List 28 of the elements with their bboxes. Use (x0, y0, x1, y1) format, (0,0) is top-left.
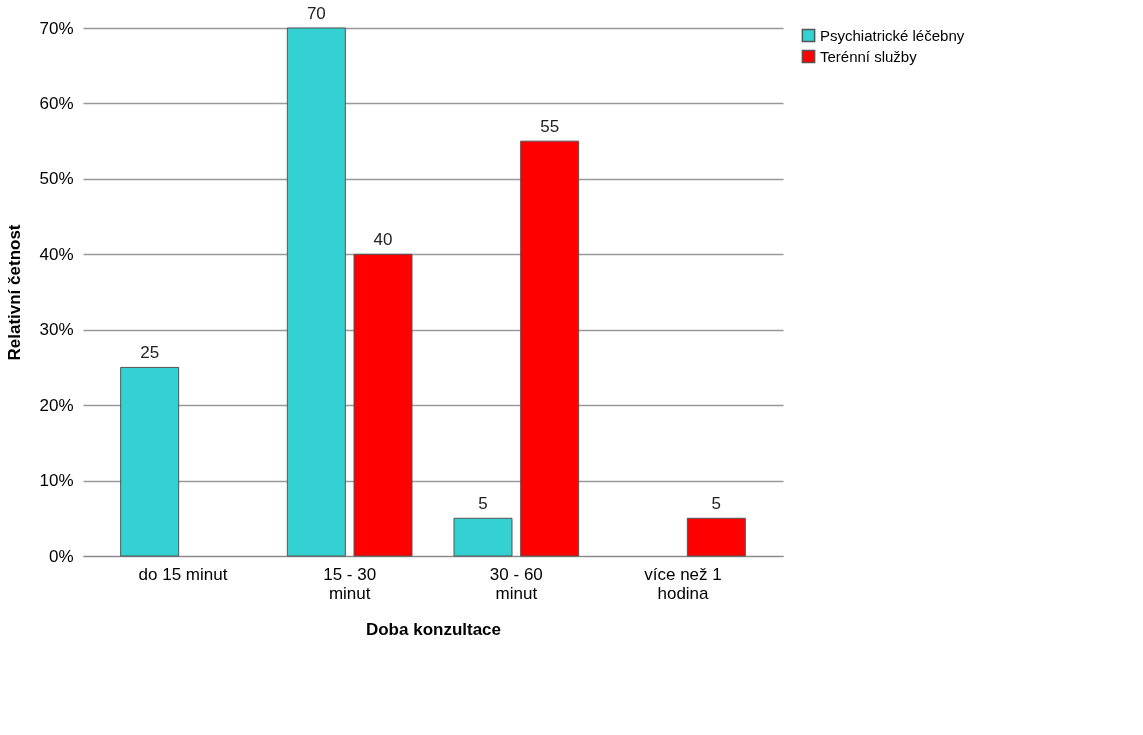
data-label: 70 (306, 4, 326, 23)
y-tick-label: 30% (39, 320, 74, 340)
data-label: 25 (140, 343, 160, 363)
y-tick-label: 40% (39, 244, 74, 264)
data-label: 5 (711, 494, 722, 514)
data-label: 55 (540, 117, 560, 137)
y-tick-label: 10% (39, 471, 74, 491)
legend-label: Terénní služby (820, 47, 918, 65)
bar (353, 253, 413, 557)
x-tick-label: do 15 minut (138, 564, 228, 584)
y-tick-label: 70% (39, 18, 74, 38)
bar (286, 27, 346, 557)
data-label: 5 (478, 494, 488, 514)
x-tick-label: 30 - 60 minut (489, 564, 543, 603)
bar (453, 517, 513, 557)
y-axis-title: Relativní četnost (5, 224, 25, 361)
bar (686, 517, 746, 557)
x-tick-label: 15 - 30 minut (323, 564, 377, 603)
x-tick-label: více než 1 hodina (644, 564, 722, 603)
y-tick-label: 50% (39, 169, 74, 189)
y-tick-label: 0% (48, 546, 74, 566)
y-tick-label: 20% (39, 395, 74, 415)
legend-label: Psychiatrické léčebny (820, 26, 965, 44)
x-axis-title: Doba konzultace (365, 619, 502, 639)
y-tick-label: 60% (39, 93, 74, 113)
bar (520, 140, 580, 557)
bar (120, 366, 180, 557)
data-label: 40 (373, 230, 393, 250)
